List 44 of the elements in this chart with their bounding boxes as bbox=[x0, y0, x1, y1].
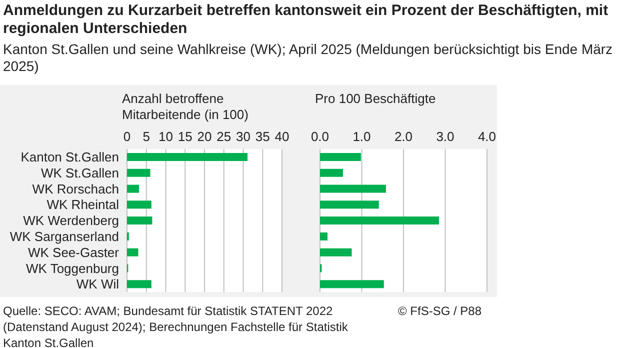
x-tick-label: 1.0 bbox=[352, 129, 371, 144]
bar bbox=[127, 248, 138, 256]
bar bbox=[320, 216, 439, 225]
y-tick-label: WK Werdenberg bbox=[23, 213, 119, 228]
bar bbox=[320, 184, 386, 193]
bar bbox=[127, 216, 152, 225]
x-tick-label: 0 bbox=[123, 129, 131, 144]
text: © FfS-SG / P88 bbox=[398, 303, 482, 319]
y-tick-label: WK Sarganserland bbox=[10, 229, 119, 244]
bar bbox=[127, 184, 140, 193]
bar bbox=[320, 200, 379, 209]
x-tick-label: 15 bbox=[178, 129, 192, 144]
x-tick-label: 20 bbox=[197, 129, 212, 144]
bar bbox=[320, 153, 361, 161]
x-tick-label: 25 bbox=[216, 129, 232, 144]
bar bbox=[320, 232, 328, 240]
y-tick-label: WK Rorschach bbox=[32, 181, 119, 196]
bar bbox=[320, 248, 352, 256]
bar bbox=[320, 280, 384, 288]
x-tick-label: 2.0 bbox=[394, 129, 413, 144]
y-tick-label: WK Toggenburg bbox=[26, 260, 119, 276]
x-tick-label: 5 bbox=[142, 129, 150, 144]
x-tick-label: 10 bbox=[158, 129, 173, 144]
bar bbox=[320, 168, 343, 177]
x-axis-title: Pro 100 Beschäftigte bbox=[315, 91, 437, 107]
x-tick-label: 30 bbox=[236, 129, 250, 144]
bar bbox=[127, 200, 152, 209]
bar bbox=[127, 280, 152, 288]
y-tick-label: WK Rheintal bbox=[46, 197, 120, 212]
x-tick-label: 4.0 bbox=[478, 129, 496, 144]
x-tick-label: 3.0 bbox=[436, 129, 454, 144]
y-tick-label: WK St.Gallen bbox=[40, 165, 119, 180]
bar bbox=[127, 153, 248, 161]
x-tick-label: 35 bbox=[255, 129, 270, 144]
y-tick-label: Kanton St.Gallen bbox=[20, 150, 119, 165]
x-tick-label: 40 bbox=[274, 129, 290, 144]
x-axis-title: Anzahl betroffene Mitarbeitende (in 100) bbox=[122, 91, 250, 123]
y-tick-label: WK Wil bbox=[76, 276, 120, 292]
source-note: Quelle: SECO: AVAM; Bundesamt für Statistik STATENT 2022 (Datenstand August 2024); Berechnungen Fachstelle für Statistik Kanton St.Gallen bbox=[3, 303, 348, 348]
bar bbox=[127, 168, 150, 177]
y-tick-label: WK See-Gaster bbox=[28, 244, 120, 260]
chart-title: Anmeldungen zu Kurzarbeit betreffen kantonsweit ein Prozent der Beschäftigten, mit regionalen Unterschieden bbox=[3, 2, 610, 38]
chart-subtitle: Kanton St.Gallen und seine Wahlkreise (WK); April 2025 (Meldungen berücksichtigt bis Ende März 2025) bbox=[3, 41, 614, 75]
x-tick-label: 0.0 bbox=[310, 129, 330, 144]
